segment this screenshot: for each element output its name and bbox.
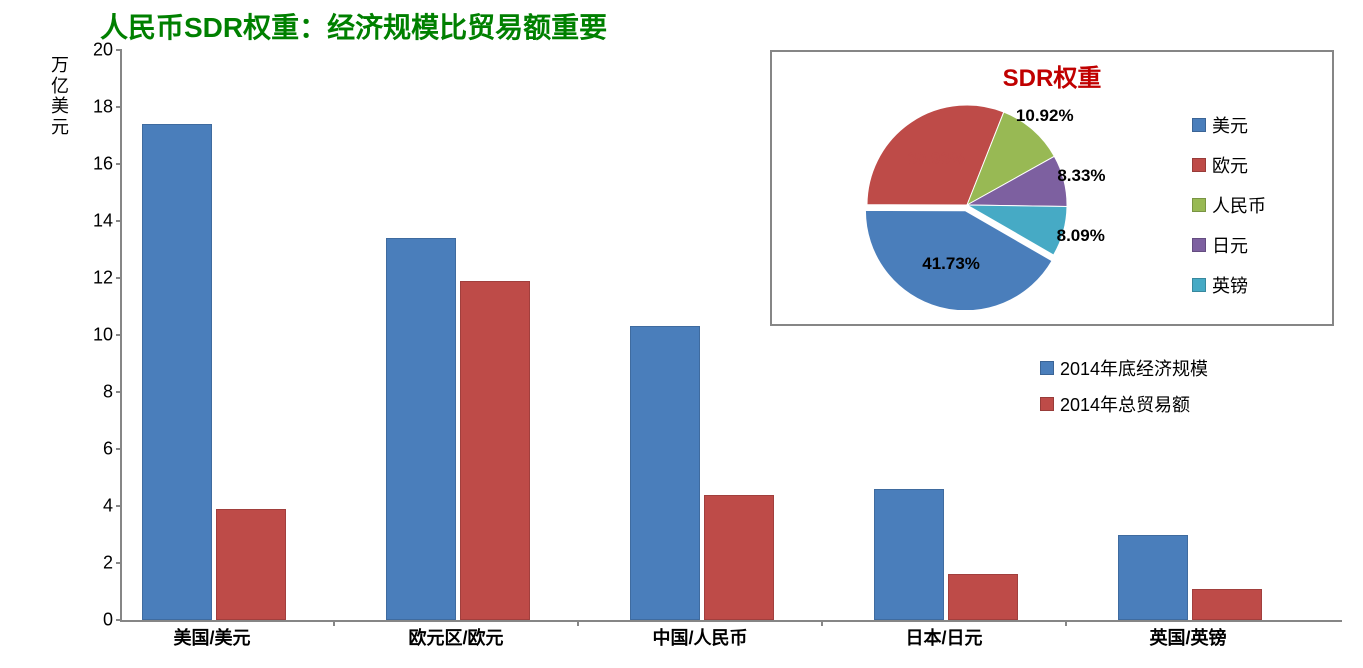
- y-tick-mark: [116, 505, 122, 507]
- y-tick-label: 8: [83, 382, 113, 403]
- bar: [1118, 535, 1188, 621]
- bar: [630, 326, 700, 620]
- legend-swatch: [1192, 198, 1206, 212]
- y-tick-mark: [116, 106, 122, 108]
- y-tick-label: 6: [83, 439, 113, 460]
- y-tick-mark: [116, 391, 122, 393]
- legend-item: 2014年底经济规模: [1040, 355, 1208, 381]
- bar: [1192, 589, 1262, 620]
- legend-label: 日元: [1212, 232, 1248, 258]
- x-category-label: 英国/英镑: [1149, 624, 1226, 650]
- pie-percent-label: 8.33%: [1057, 166, 1105, 186]
- y-tick-mark: [116, 163, 122, 165]
- legend-swatch: [1192, 158, 1206, 172]
- legend-swatch: [1192, 278, 1206, 292]
- legend-label: 2014年总贸易额: [1060, 391, 1190, 417]
- legend-label: 2014年底经济规模: [1060, 355, 1208, 381]
- legend-item: 日元: [1192, 232, 1266, 258]
- x-tick-mark: [1065, 620, 1067, 626]
- legend-swatch: [1192, 118, 1206, 132]
- chart-title: 人民币SDR权重：经济规模比贸易额重要: [100, 6, 607, 46]
- y-tick-label: 12: [83, 268, 113, 289]
- y-tick-label: 2: [83, 553, 113, 574]
- legend-swatch: [1040, 361, 1054, 375]
- bar: [460, 281, 530, 620]
- y-tick-label: 4: [83, 496, 113, 517]
- x-tick-mark: [333, 620, 335, 626]
- y-tick-mark: [116, 562, 122, 564]
- y-tick-label: 18: [83, 97, 113, 118]
- y-tick-mark: [116, 619, 122, 621]
- bar-chart-legend: 2014年底经济规模 2014年总贸易额: [1040, 355, 1208, 427]
- bar: [216, 509, 286, 620]
- y-tick-label: 16: [83, 154, 113, 175]
- legend-item: 美元: [1192, 112, 1266, 138]
- x-category-label: 欧元区/欧元: [408, 624, 503, 650]
- legend-item: 欧元: [1192, 152, 1266, 178]
- y-tick-mark: [116, 49, 122, 51]
- legend-label: 英镑: [1212, 272, 1248, 298]
- y-tick-label: 14: [83, 211, 113, 232]
- y-tick-mark: [116, 220, 122, 222]
- y-tick-label: 0: [83, 610, 113, 631]
- x-category-label: 中国/人民币: [652, 624, 747, 650]
- y-tick-mark: [116, 448, 122, 450]
- pie-chart-box: SDR权重 美元欧元人民币日元英镑 41.73% 30.93% 10.92% 8.33…: [770, 50, 1334, 326]
- bar: [386, 238, 456, 620]
- x-tick-mark: [577, 620, 579, 626]
- pie-percent-label: 8.09%: [1057, 226, 1105, 246]
- pie-chart-title: SDR权重: [772, 58, 1332, 93]
- bar: [704, 495, 774, 620]
- legend-item: 2014年总贸易额: [1040, 391, 1208, 417]
- x-category-label: 日本/日元: [905, 624, 982, 650]
- y-tick-label: 10: [83, 325, 113, 346]
- legend-label: 欧元: [1212, 152, 1248, 178]
- bar: [874, 489, 944, 620]
- legend-item: 人民币: [1192, 192, 1266, 218]
- y-tick-mark: [116, 277, 122, 279]
- x-tick-mark: [821, 620, 823, 626]
- legend-swatch: [1192, 238, 1206, 252]
- pie-percent-label: 30.93%: [907, 149, 965, 169]
- bar: [948, 574, 1018, 620]
- legend-label: 美元: [1212, 112, 1248, 138]
- pie-percent-label: 41.73%: [922, 254, 980, 274]
- legend-item: 英镑: [1192, 272, 1266, 298]
- x-category-label: 美国/美元: [173, 624, 250, 650]
- pie-chart-legend: 美元欧元人民币日元英镑: [1192, 112, 1266, 312]
- y-tick-label: 20: [83, 40, 113, 61]
- y-axis-label: 万亿美元: [50, 55, 70, 138]
- pie-chart: [862, 100, 1072, 310]
- y-tick-mark: [116, 334, 122, 336]
- legend-swatch: [1040, 397, 1054, 411]
- bar: [142, 124, 212, 620]
- pie-percent-label: 10.92%: [1016, 106, 1074, 126]
- legend-label: 人民币: [1212, 192, 1266, 218]
